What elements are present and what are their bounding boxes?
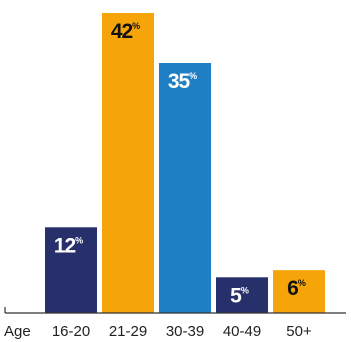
- x-axis-title: Age: [4, 323, 31, 340]
- bar-40-49: [216, 277, 268, 313]
- bars-layer: [45, 13, 325, 313]
- bar-value-label-21-29: 42%: [111, 20, 140, 43]
- bar-16-20: [45, 227, 97, 313]
- bar-value-label-16-20: 12%: [54, 234, 83, 257]
- bar-50+: [273, 270, 325, 313]
- bar-30-39: [159, 63, 211, 313]
- x-tick-label-16-20: 16-20: [52, 323, 90, 340]
- x-tick-label-40-49: 40-49: [223, 323, 261, 340]
- bar-value-label-30-39: 35%: [168, 70, 197, 93]
- bar-21-29: [102, 13, 154, 313]
- bar-value-label-40-49: 5%: [230, 284, 249, 307]
- bar-value-labels: 12% 42% 35% 5% 6%: [54, 20, 307, 307]
- x-tick-label-30-39: 30-39: [166, 323, 204, 340]
- x-tick-labels: 16-20 21-29 30-39 40-49 50+: [52, 323, 312, 340]
- x-tick-label-21-29: 21-29: [109, 323, 147, 340]
- bar-value-label-50+: 6%: [287, 277, 306, 300]
- x-tick-label-50+: 50+: [286, 323, 312, 340]
